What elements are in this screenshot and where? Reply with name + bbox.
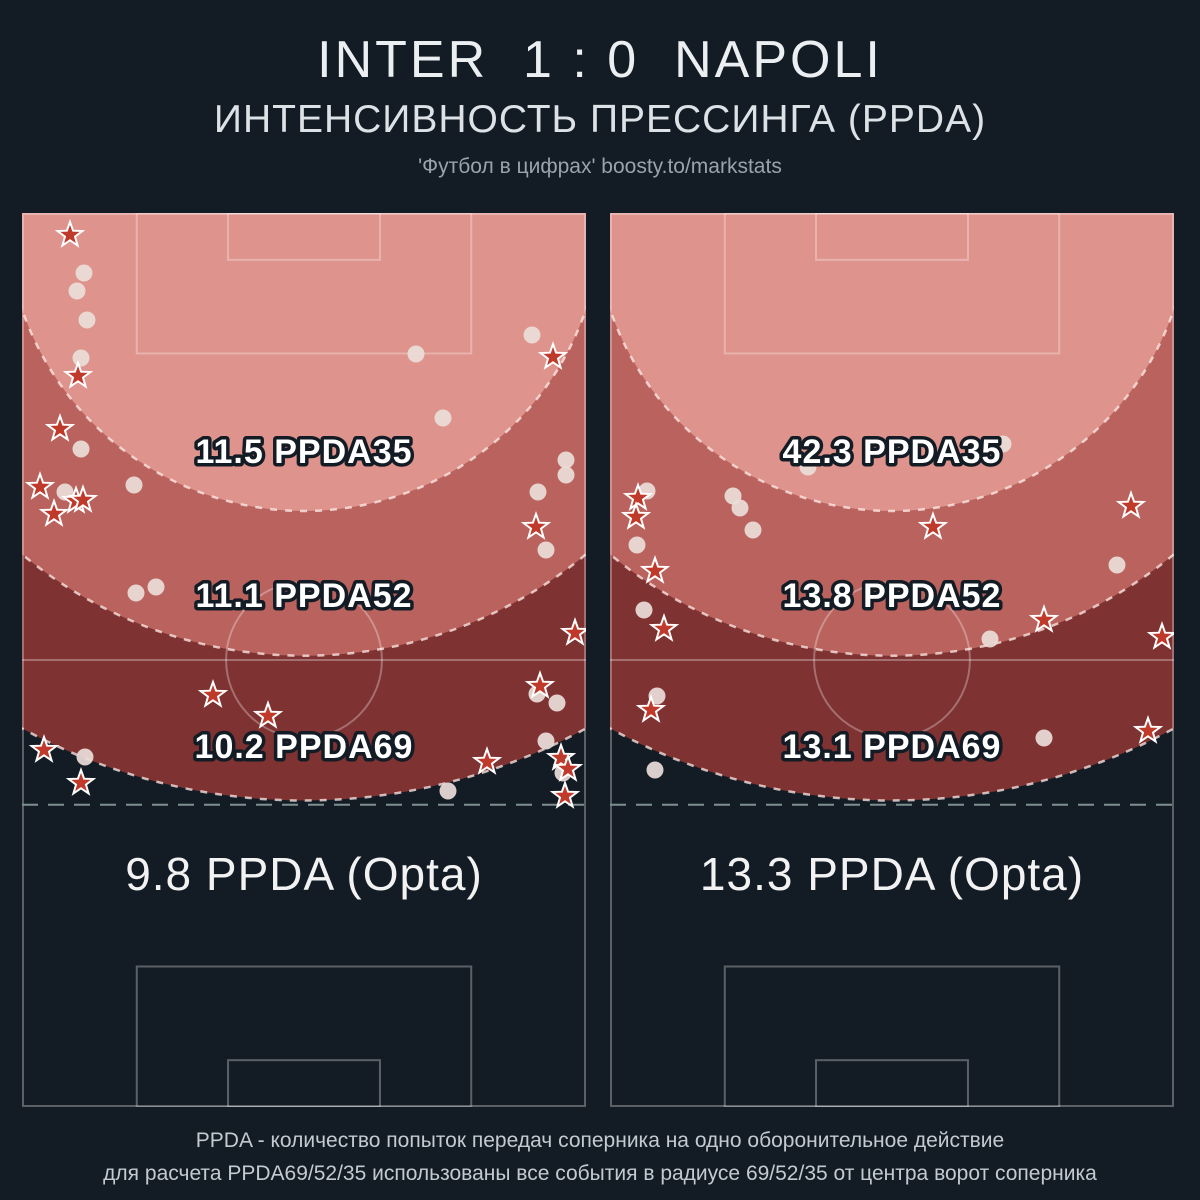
opta-label: 9.8 PPDA (Opta) (125, 848, 483, 900)
pitch-inter: 11.5 PPDA35 11.1 PPDA52 10.2 PPDA69 9.8 PPD… (22, 213, 586, 1107)
event-dot (537, 541, 555, 559)
defensive-action-star (197, 679, 229, 708)
defensive-action-star (24, 471, 56, 500)
event-dot (529, 483, 547, 501)
event-dot (72, 349, 90, 367)
defensive-action-star (524, 670, 556, 699)
defensive-action-star (62, 360, 94, 389)
ppda-zone-35 (22, 213, 586, 511)
defensive-action-star (252, 700, 284, 729)
event-dot (628, 536, 646, 554)
event-dot (1108, 556, 1126, 574)
event-dot (68, 282, 86, 300)
zone-boundary-35 (22, 305, 586, 513)
event-dot (731, 499, 749, 517)
defensive-action-star (559, 617, 586, 646)
defensive-action-star (917, 511, 949, 540)
credit-line: 'Футбол в цифрах' boosty.to/markstats (418, 155, 782, 178)
event-dot (557, 466, 575, 484)
zone-label: 11.1 PPDA52 (195, 577, 412, 615)
defensive-action-star (620, 501, 652, 530)
event-dot (744, 521, 762, 539)
pitches-container: 11.5 PPDA35 11.1 PPDA52 10.2 PPDA69 9.8 PPD… (22, 213, 1174, 1107)
event-dot (981, 630, 999, 648)
defensive-action-star (549, 780, 581, 809)
zone-label: 11.5 PPDA35 (195, 433, 412, 471)
defensive-action-star (545, 742, 577, 771)
defensive-action-star (537, 341, 569, 370)
zone-label: 13.1 PPDA69 (783, 728, 1002, 766)
event-dot (557, 451, 575, 469)
event-dot (799, 458, 817, 476)
header: INTER 1 : 0 NAPOLI ИНТЕНСИВНОСТЬ ПРЕССИН… (0, 0, 1200, 179)
defensive-action-star (639, 555, 671, 584)
defensive-action-star (65, 767, 97, 796)
ppda-zone-35 (610, 213, 1174, 511)
event-dot (548, 694, 566, 712)
zone-label: 13.8 PPDA52 (783, 577, 1002, 615)
defensive-action-star (648, 613, 680, 642)
defensive-action-star (54, 219, 86, 248)
event-dot (994, 435, 1012, 453)
event-dot (147, 578, 165, 596)
zone-label: 42.3 PPDA35 (783, 433, 1002, 471)
opta-label: 13.3 PPDA (Opta) (700, 848, 1084, 900)
event-dot (407, 345, 425, 363)
zone-label: 10.2 PPDA69 (195, 728, 414, 766)
event-dot (434, 409, 452, 427)
defensive-action-star (520, 511, 552, 540)
event-dot (537, 732, 555, 750)
defensive-action-star (67, 484, 99, 513)
event-dot (439, 782, 457, 800)
pitch-napoli: 42.3 PPDA35 13.8 PPDA52 13.1 PPDA69 13.3 PP… (610, 213, 1174, 1107)
zone-boundary-52 (610, 552, 1174, 657)
footer-note: PPDA - количество попыток передач соперн… (0, 1125, 1200, 1190)
match-title: INTER 1 : 0 NAPOLI (317, 31, 883, 89)
defensive-action-stars (620, 482, 1174, 744)
event-dot (127, 584, 145, 602)
defensive-action-star (38, 498, 70, 527)
defensive-action-star (1146, 621, 1174, 650)
event-dot (78, 311, 96, 329)
defensive-action-star (471, 746, 503, 775)
zone-boundary-35 (610, 305, 1174, 513)
pitch-layers: 42.3 PPDA35 13.8 PPDA52 13.1 PPDA69 13.3 PP… (610, 213, 1174, 1107)
defensive-action-stars (24, 219, 586, 809)
defensive-action-star (1115, 490, 1147, 519)
defensive-action-star (44, 413, 76, 442)
pitch-layers: 11.5 PPDA35 11.1 PPDA52 10.2 PPDA69 9.8 PPD… (22, 213, 586, 1107)
event-dots (628, 435, 1126, 779)
page-title: ИНТЕНСИВНОСТЬ ПРЕССИНГА (PPDA) (213, 98, 987, 141)
event-dot (125, 476, 143, 494)
event-dot (75, 264, 93, 282)
pitch-markings (610, 213, 1174, 1107)
footer-line-2: для расчета PPDA69/52/35 использованы вс… (103, 1161, 1097, 1185)
defensive-action-star (1028, 604, 1060, 633)
event-dot (1035, 729, 1053, 747)
defensive-action-star (28, 734, 60, 763)
event-dot (76, 748, 94, 766)
event-dot (635, 601, 653, 619)
event-dot (646, 761, 664, 779)
defensive-action-star (552, 753, 584, 782)
defensive-action-star (622, 482, 654, 511)
footer-line-1: PPDA - количество попыток передач соперн… (195, 1129, 1005, 1152)
pitch-markings (22, 213, 586, 1107)
zone-boundary-52 (22, 552, 586, 657)
event-dot (523, 326, 541, 344)
event-dots (56, 264, 575, 800)
event-dot (72, 440, 90, 458)
defensive-action-star (1132, 715, 1164, 744)
defensive-action-star (635, 694, 667, 723)
